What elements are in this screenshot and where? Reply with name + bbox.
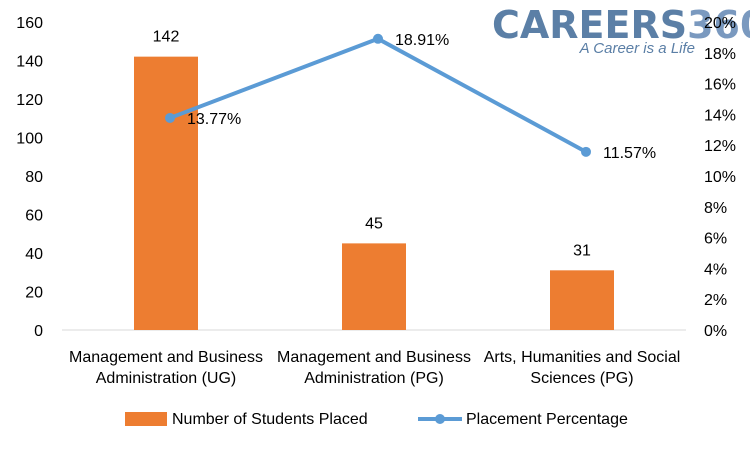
left-tick-label: 100 xyxy=(16,131,43,148)
right-tick-label: 4% xyxy=(704,261,727,278)
right-tick-label: 20% xyxy=(704,15,736,32)
right-tick-label: 18% xyxy=(704,46,736,63)
left-tick-label: 140 xyxy=(16,54,43,71)
left-tick-label: 120 xyxy=(16,92,43,109)
bar xyxy=(342,243,406,330)
line-point xyxy=(581,146,591,157)
bar-data-label: 31 xyxy=(573,242,591,259)
line-point xyxy=(165,112,175,123)
left-tick-label: 20 xyxy=(25,285,43,302)
right-axis-ticks: 0% 2% 4% 6% 8% 10% 12% 14% 16% 18% 20% xyxy=(704,15,736,340)
left-tick-label: 160 xyxy=(16,15,43,32)
right-tick-label: 10% xyxy=(704,169,736,186)
right-tick-label: 8% xyxy=(704,200,727,217)
right-tick-label: 12% xyxy=(704,138,736,155)
logo-tagline: A Career is a Life xyxy=(579,40,695,57)
category-label-line: Management and Business xyxy=(277,349,471,366)
category-label-line: Arts, Humanities and Social xyxy=(484,349,681,366)
category-labels: Management and Business Administration (U… xyxy=(69,349,680,387)
bar xyxy=(134,56,198,331)
bar-data-label: 45 xyxy=(365,215,383,232)
bar-data-label: 142 xyxy=(153,29,180,46)
left-tick-label: 0 xyxy=(34,323,43,340)
legend-line-label: Placement Percentage xyxy=(466,411,628,428)
left-tick-label: 40 xyxy=(25,246,43,263)
category-label-line: Sciences (PG) xyxy=(530,370,633,387)
bar-series xyxy=(134,56,614,331)
bar-data-labels: 142 45 31 xyxy=(153,29,591,260)
legend-line-marker xyxy=(435,414,445,424)
category-label: Management and Business Administration (P… xyxy=(277,349,471,387)
left-tick-label: 60 xyxy=(25,208,43,225)
left-axis-ticks: 0 20 40 60 80 100 120 140 160 xyxy=(16,15,43,340)
right-tick-label: 16% xyxy=(704,77,736,94)
line-point xyxy=(373,33,383,44)
category-label-line: Administration (PG) xyxy=(304,370,444,387)
bar xyxy=(550,270,614,330)
category-label: Management and Business Administration (U… xyxy=(69,349,263,387)
line-data-label: 13.77% xyxy=(187,111,241,128)
line-data-labels: 13.77% 18.91% 11.57% xyxy=(187,32,656,162)
category-label-line: Management and Business xyxy=(69,349,263,366)
legend-bar-swatch xyxy=(125,412,167,426)
legend-bar-label: Number of Students Placed xyxy=(172,411,368,428)
legend: Number of Students Placed Placement Perc… xyxy=(125,411,628,428)
category-label-line: Administration (UG) xyxy=(96,370,236,387)
line-data-label: 18.91% xyxy=(395,32,449,49)
line-path xyxy=(169,36,587,154)
right-tick-label: 6% xyxy=(704,231,727,248)
line-series xyxy=(165,33,591,157)
line-data-label: 11.57% xyxy=(603,145,656,162)
logo-brand-text: CAREERS360 xyxy=(492,3,750,47)
careers360-logo: CAREERS360 A Career is a Life xyxy=(492,3,750,57)
right-tick-label: 0% xyxy=(704,323,727,340)
left-tick-label: 80 xyxy=(25,169,43,186)
category-label: Arts, Humanities and Social Sciences (PG) xyxy=(484,349,681,387)
right-tick-label: 14% xyxy=(704,107,736,124)
right-tick-label: 2% xyxy=(704,292,727,309)
